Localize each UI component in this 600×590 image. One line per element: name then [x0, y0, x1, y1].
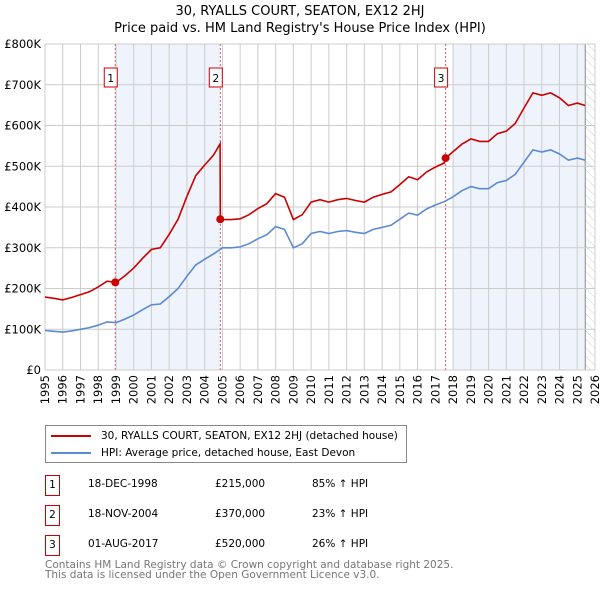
x-tick-label: 2015: [393, 375, 407, 404]
x-tick-label: 2012: [340, 375, 354, 404]
x-tick-label: 2002: [162, 375, 176, 404]
x-tick-label: 2001: [144, 375, 158, 404]
x-tick-label: 2005: [215, 375, 229, 404]
chart-title: 30, RYALLS COURT, SEATON, EX12 2HJ: [175, 4, 425, 19]
x-tick-label: 2004: [198, 375, 212, 404]
y-tick-label: £600K: [4, 119, 41, 133]
x-tick-label: 2011: [322, 375, 336, 404]
legend: 30, RYALLS COURT, SEATON, EX12 2HJ (deta…: [45, 425, 407, 463]
sale-number-badge: 2: [45, 505, 60, 526]
x-tick-label: 2017: [428, 375, 442, 404]
sale-marker-box: [208, 67, 223, 88]
legend-label-property: 30, RYALLS COURT, SEATON, EX12 2HJ (deta…: [101, 430, 398, 442]
x-tick-label: 2010: [304, 375, 318, 404]
legend-item-hpi: HPI: Average price, detached house, East…: [46, 445, 355, 461]
sale-point: [216, 215, 225, 224]
x-tick-label: 2008: [269, 375, 283, 404]
footer-copyright: Contains HM Land Registry data © Crown c…: [45, 559, 454, 571]
sale-point: [441, 154, 450, 163]
sale-marker-box: [434, 67, 449, 88]
x-tick-label: 2013: [357, 375, 371, 404]
footer-licence: This data is licensed under the Open Gov…: [45, 569, 380, 581]
x-tick-label: 2007: [251, 375, 265, 404]
legend-item-property: 30, RYALLS COURT, SEATON, EX12 2HJ (deta…: [46, 428, 398, 444]
x-tick-label: 2016: [411, 375, 425, 404]
hpi-line: [44, 148, 586, 333]
x-tick-label: 2024: [553, 375, 567, 404]
x-tick-label: 2014: [375, 375, 389, 404]
x-tick-label: 2006: [233, 375, 247, 404]
chart-subtitle: Price paid vs. HM Land Registry's House …: [114, 21, 486, 36]
sale-row: 1 18-DEC-1998 £215,000 85% ↑ HPI: [45, 475, 445, 497]
x-tick-label: 1997: [73, 375, 87, 404]
sale-marker-label: 1: [107, 73, 114, 85]
sale-price: £370,000: [215, 508, 266, 520]
sale-number-badge: 3: [45, 535, 60, 556]
footer: Contains HM Land Registry data © Crown c…: [45, 559, 454, 581]
x-tick-label: 1995: [38, 375, 52, 404]
sale-price: £215,000: [215, 478, 266, 490]
x-tick-label: 2020: [482, 375, 496, 404]
sale-price: £520,000: [215, 538, 266, 550]
x-tick-label: 2000: [127, 375, 141, 404]
x-tick-label: 1998: [91, 375, 105, 404]
x-tick-label: 2021: [499, 375, 513, 404]
x-tick-label: 2022: [517, 375, 531, 404]
legend-swatch-property: [51, 435, 91, 437]
y-tick-label: £200K: [4, 282, 41, 296]
property-price-line: [44, 91, 586, 301]
sale-row: 2 18-NOV-2004 £370,000 23% ↑ HPI: [45, 505, 445, 527]
sale-marker-label: 3: [438, 73, 445, 85]
x-tick-label: 1996: [56, 375, 70, 404]
sale-hpi-change: 26% ↑ HPI: [312, 538, 369, 550]
y-tick-label: £100K: [4, 322, 41, 336]
x-tick-label: 2019: [464, 375, 478, 404]
sale-hpi-change: 23% ↑ HPI: [312, 508, 369, 520]
y-tick-label: £700K: [4, 78, 41, 92]
y-tick-label: £0: [26, 363, 41, 377]
sale-row: 3 01-AUG-2017 £520,000 26% ↑ HPI: [45, 535, 445, 557]
sale-date: 01-AUG-2017: [88, 538, 159, 550]
price-chart: 1995 1996 1997 1998 1999 2000 2001 2002 2003 2004…: [4, 37, 600, 404]
sale-hpi-change: 85% ↑ HPI: [312, 478, 369, 490]
y-tick-label: £500K: [4, 159, 41, 173]
x-tick-label: 2023: [535, 375, 549, 404]
x-tick-label: 2018: [446, 375, 460, 404]
sale-number-badge: 1: [45, 475, 60, 496]
y-tick-label: £400K: [4, 200, 41, 214]
sale-marker-label: 2: [212, 73, 219, 85]
x-tick-label: 2009: [286, 375, 300, 404]
x-tick-label: 2003: [180, 375, 194, 404]
legend-swatch-hpi: [51, 452, 91, 454]
sale-date: 18-DEC-1998: [88, 478, 158, 490]
x-tick-label: 1999: [109, 375, 123, 404]
legend-label-hpi: HPI: Average price, detached house, East…: [101, 447, 356, 459]
y-tick-label: £300K: [4, 241, 41, 255]
x-tick-label: 2026: [588, 375, 600, 404]
sale-point: [111, 278, 120, 287]
x-tick-label: 2025: [570, 375, 584, 404]
y-tick-label: £800K: [4, 37, 41, 51]
sale-marker-box: [103, 67, 118, 88]
sale-date: 18-NOV-2004: [88, 508, 159, 520]
